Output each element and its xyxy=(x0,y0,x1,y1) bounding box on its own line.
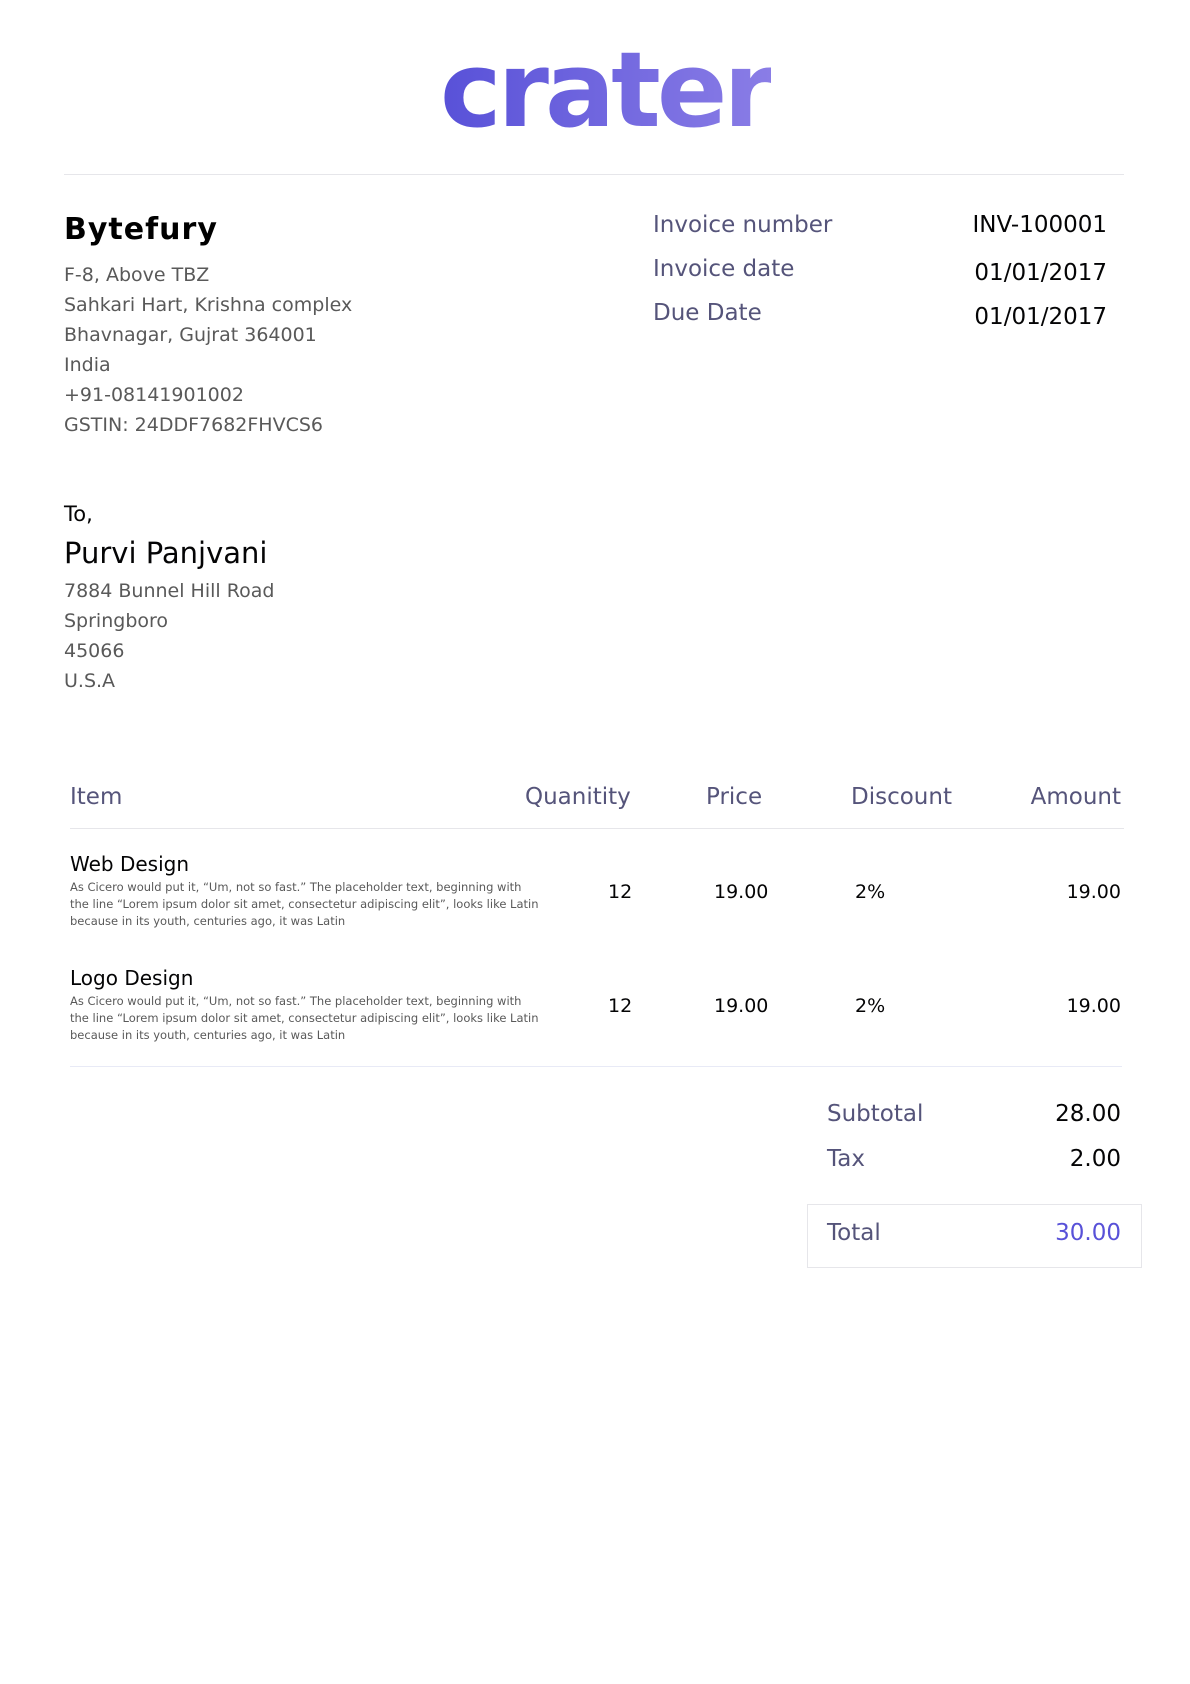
item-amount: 19.00 xyxy=(1066,881,1121,903)
item-name: Logo Design xyxy=(70,966,194,990)
table-footer-divider xyxy=(70,1066,1122,1067)
company-address-line: Bhavnagar, Gujrat 364001 xyxy=(64,324,317,346)
tax-value: 2.00 xyxy=(1069,1146,1121,1172)
item-quantity: 12 xyxy=(608,881,633,903)
item-name: Web Design xyxy=(70,852,190,876)
item-price: 19.00 xyxy=(714,995,769,1017)
column-header-amount: Amount xyxy=(1030,784,1121,810)
company-gstin: GSTIN: 24DDF7682FHVCS6 xyxy=(64,414,323,436)
invoice-number-value: INV-100001 xyxy=(972,212,1107,238)
tax-label: Tax xyxy=(827,1146,865,1172)
total-box xyxy=(807,1204,1142,1268)
customer-address-line: Springboro xyxy=(64,610,169,632)
item-amount: 19.00 xyxy=(1066,995,1121,1017)
column-header-discount: Discount xyxy=(851,784,952,810)
customer-address-line: 7884 Bunnel Hill Road xyxy=(64,580,275,602)
company-address-line: India xyxy=(64,354,111,376)
table-header-divider xyxy=(70,828,1124,829)
item-description: As Cicero would put it, “Um, not so fast… xyxy=(70,880,539,928)
crater-logo: crater xyxy=(440,29,775,151)
item-discount: 2% xyxy=(855,995,886,1017)
company-name: Bytefury xyxy=(64,212,218,247)
invoice-date-value: 01/01/2017 xyxy=(974,260,1107,286)
invoice-number-label: Invoice number xyxy=(653,212,833,238)
invoice-date-label: Invoice date xyxy=(653,256,795,282)
company-address-line: Sahkari Hart, Krishna complex xyxy=(64,294,353,316)
column-header-price: Price xyxy=(706,784,763,810)
subtotal-label: Subtotal xyxy=(827,1101,924,1127)
customer-address-line: U.S.A xyxy=(64,670,116,692)
subtotal-value: 28.00 xyxy=(1055,1101,1121,1127)
company-phone: +91-08141901002 xyxy=(64,384,244,406)
total-value: 30.00 xyxy=(1055,1220,1121,1246)
header-divider xyxy=(64,174,1124,175)
customer-address-line: 45066 xyxy=(64,640,125,662)
item-description: As Cicero would put it, “Um, not so fast… xyxy=(70,994,539,1042)
customer-name: Purvi Panjvani xyxy=(64,536,268,570)
item-quantity: 12 xyxy=(608,995,633,1017)
company-address-line: F-8, Above TBZ xyxy=(64,264,210,286)
due-date-label: Due Date xyxy=(653,300,762,326)
due-date-value: 01/01/2017 xyxy=(974,304,1107,330)
total-label: Total xyxy=(827,1220,881,1246)
to-label: To, xyxy=(64,502,93,526)
column-header-item: Item xyxy=(70,784,123,810)
item-discount: 2% xyxy=(855,881,886,903)
item-price: 19.00 xyxy=(714,881,769,903)
column-header-quantity: Quanitity xyxy=(525,784,631,810)
